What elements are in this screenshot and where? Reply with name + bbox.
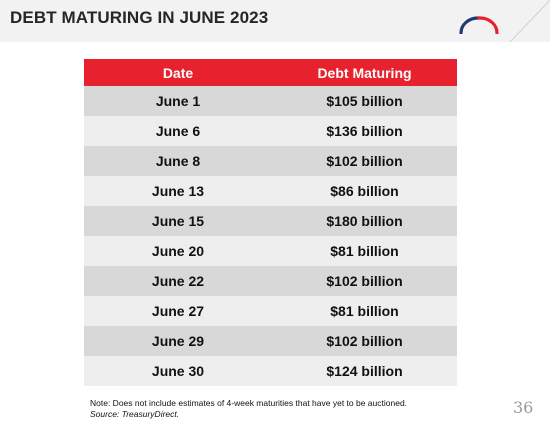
table-row: June 20 $81 billion: [84, 236, 457, 266]
header-divider-line: [509, 0, 550, 42]
page-number: 36: [513, 398, 534, 417]
row-amount: $124 billion: [272, 356, 457, 386]
row-amount: $102 billion: [272, 146, 457, 176]
row-amount: $105 billion: [272, 86, 457, 116]
row-date: June 1: [84, 86, 272, 116]
row-amount: $180 billion: [272, 206, 457, 236]
arc-logo-icon: [459, 16, 499, 34]
table-row: June 1 $105 billion: [84, 86, 457, 116]
row-date: June 6: [84, 116, 272, 146]
row-date: June 20: [84, 236, 272, 266]
column-header-debt-maturing: Debt Maturing: [272, 59, 457, 86]
table-row: June 15 $180 billion: [84, 206, 457, 236]
debt-maturity-table: Date Debt Maturing June 1 $105 billion J…: [84, 59, 457, 386]
page-title: DEBT MATURING IN JUNE 2023: [10, 8, 269, 27]
table-row: June 8 $102 billion: [84, 146, 457, 176]
table-row: June 30 $124 billion: [84, 356, 457, 386]
row-amount: $102 billion: [272, 326, 457, 356]
row-amount: $81 billion: [272, 296, 457, 326]
table-row: June 22 $102 billion: [84, 266, 457, 296]
row-amount: $136 billion: [272, 116, 457, 146]
row-date: June 27: [84, 296, 272, 326]
source-note: Source: TreasuryDirect.: [90, 409, 180, 419]
header-band: [0, 0, 550, 42]
table-header-row: Date Debt Maturing: [84, 59, 457, 86]
row-date: June 8: [84, 146, 272, 176]
table-row: June 29 $102 billion: [84, 326, 457, 356]
row-date: June 15: [84, 206, 272, 236]
row-amount: $81 billion: [272, 236, 457, 266]
footnote: Note: Does not include estimates of 4-we…: [90, 398, 408, 408]
table-row: June 13 $86 billion: [84, 176, 457, 206]
row-amount: $86 billion: [272, 176, 457, 206]
row-date: June 13: [84, 176, 272, 206]
table-row: June 6 $136 billion: [84, 116, 457, 146]
row-amount: $102 billion: [272, 266, 457, 296]
row-date: June 30: [84, 356, 272, 386]
table-row: June 27 $81 billion: [84, 296, 457, 326]
column-header-date: Date: [84, 59, 272, 86]
row-date: June 29: [84, 326, 272, 356]
row-date: June 22: [84, 266, 272, 296]
